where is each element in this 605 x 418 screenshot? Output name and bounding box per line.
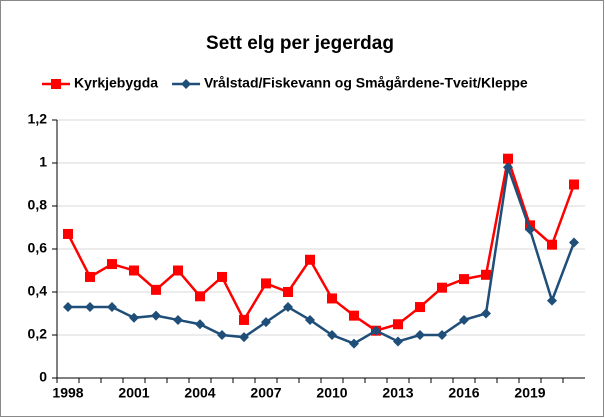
marker	[415, 302, 425, 313]
marker	[195, 291, 205, 302]
marker	[503, 162, 513, 173]
marker	[51, 79, 61, 89]
marker	[283, 287, 293, 297]
y-tick-label: 0,2	[28, 326, 48, 342]
marker	[305, 254, 315, 265]
y-tick-label: 1	[39, 154, 47, 170]
marker	[63, 228, 73, 239]
x-tick-label: 2010	[316, 385, 347, 401]
x-tick-label: 1998	[52, 385, 83, 401]
marker	[327, 330, 337, 340]
marker	[283, 302, 293, 313]
marker	[217, 271, 227, 282]
marker	[327, 293, 337, 304]
y-tick-label: 0,8	[28, 197, 48, 213]
marker	[437, 282, 447, 293]
x-tick-label: 2016	[448, 385, 479, 401]
marker	[393, 319, 403, 330]
marker	[239, 332, 249, 343]
marker	[525, 224, 535, 235]
x-tick-label: 2013	[382, 385, 413, 401]
x-tick-label: 2001	[118, 385, 149, 401]
marker	[415, 330, 425, 340]
marker	[261, 317, 271, 328]
marker	[547, 295, 557, 306]
legend-label: Kyrkjebygda	[74, 75, 158, 91]
y-tick-label: 1,2	[28, 111, 48, 127]
marker	[371, 325, 381, 336]
marker	[261, 278, 271, 289]
y-tick-label: 0,6	[28, 240, 48, 256]
marker	[547, 239, 557, 250]
marker	[393, 336, 403, 347]
marker	[459, 274, 469, 285]
marker	[173, 314, 183, 325]
marker	[569, 179, 579, 190]
marker	[459, 314, 469, 325]
marker	[63, 302, 73, 313]
legend-label: Vrålstad/Fiskevann og Smågårdene-Tveit/K…	[204, 75, 528, 91]
marker	[107, 259, 117, 270]
marker	[129, 312, 139, 323]
marker	[129, 265, 139, 276]
chart-title: Sett elg per jegerdag	[206, 33, 394, 54]
y-tick-label: 0	[39, 369, 47, 385]
marker	[173, 265, 183, 276]
marker	[85, 302, 95, 313]
y-tick-label: 0,4	[28, 283, 48, 299]
marker	[481, 269, 491, 280]
marker	[569, 237, 579, 248]
marker	[437, 330, 447, 340]
x-tick-label: 2004	[184, 385, 215, 401]
marker	[151, 284, 161, 295]
marker	[181, 79, 192, 89]
marker	[349, 338, 359, 349]
x-tick-label: 2007	[250, 385, 281, 401]
marker	[85, 271, 95, 282]
marker	[349, 310, 359, 321]
marker	[195, 319, 205, 330]
marker	[481, 308, 491, 319]
marker	[151, 310, 161, 321]
marker	[503, 153, 513, 164]
marker	[305, 314, 315, 325]
x-tick-label: 2019	[514, 385, 545, 401]
marker	[217, 330, 227, 340]
marker	[239, 314, 249, 325]
marker	[107, 302, 117, 313]
